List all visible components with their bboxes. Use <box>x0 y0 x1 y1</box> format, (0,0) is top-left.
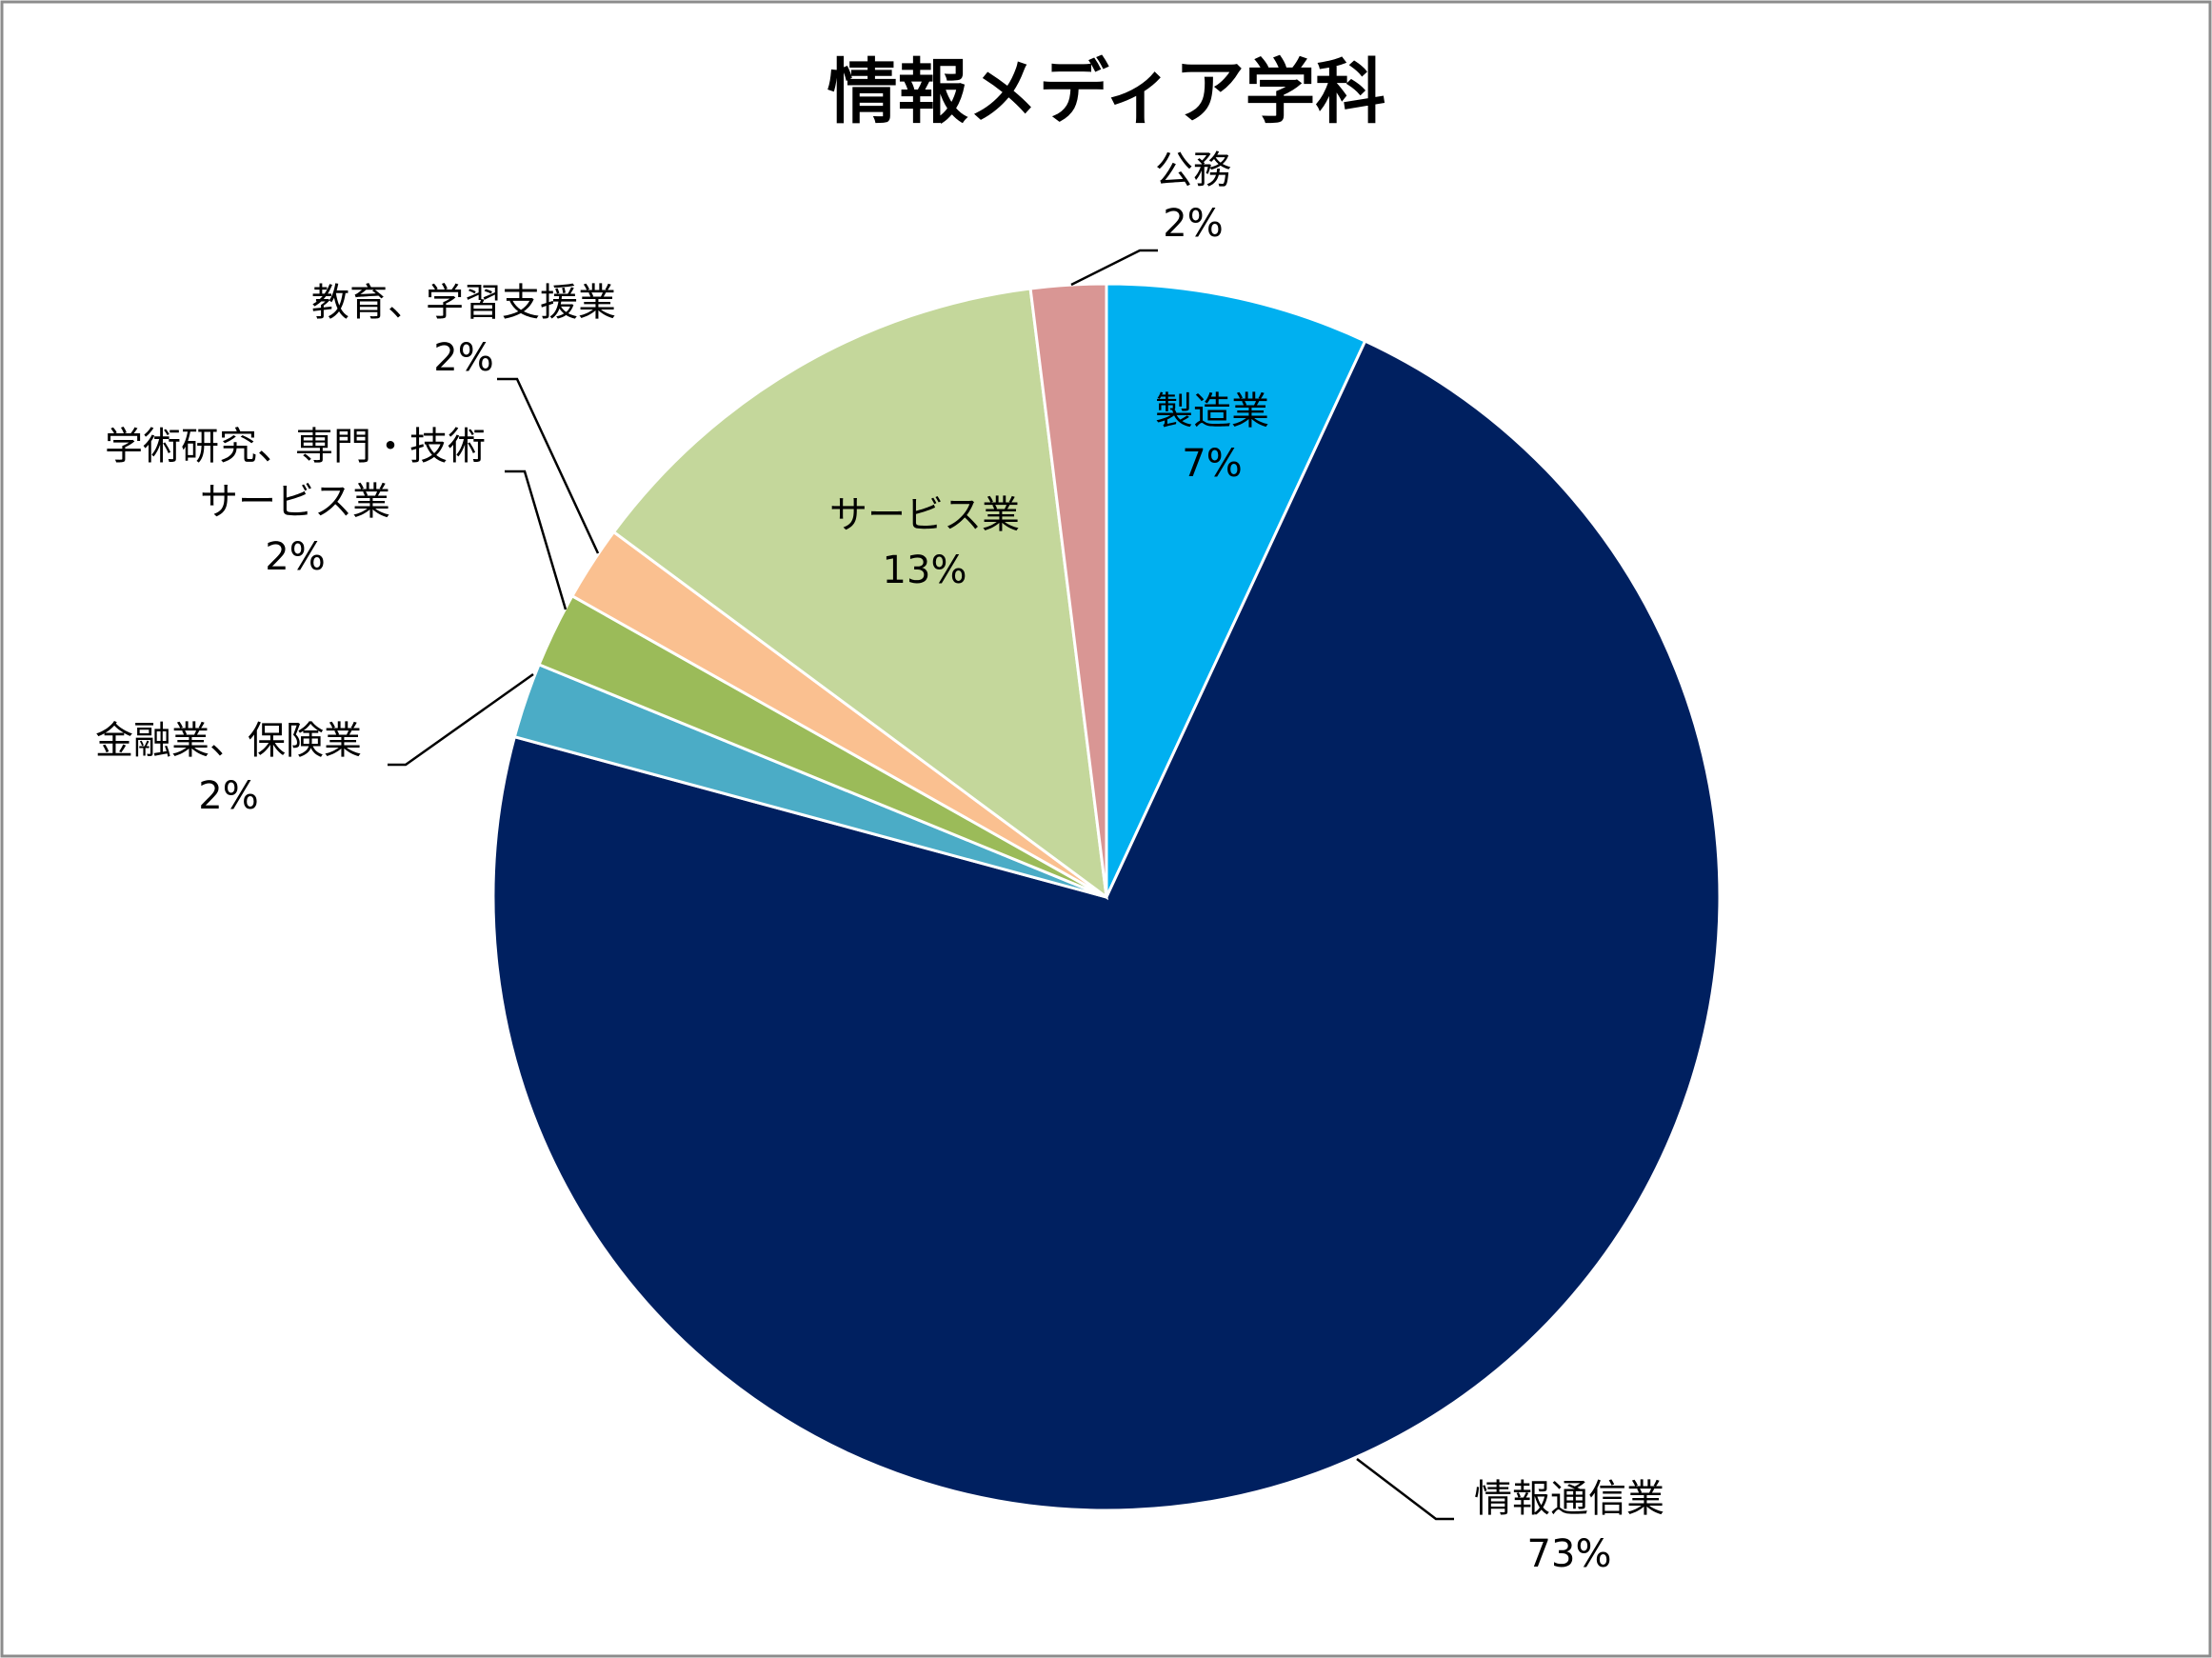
data-label-category: 公務 <box>1155 149 1231 192</box>
data-label-public-service: 公務 2% <box>1155 149 1231 246</box>
chart-title: 情報メディア学科 <box>827 51 1386 133</box>
data-label-category: 情報通信業 <box>1474 1477 1664 1521</box>
data-label-value: 73% <box>1527 1532 1612 1576</box>
leader-lines <box>388 249 1454 1521</box>
data-label-value: 2% <box>1163 202 1223 246</box>
leader-line-education <box>497 377 600 554</box>
data-label-value: 13% <box>883 549 967 592</box>
data-label-category: サービス業 <box>200 480 390 524</box>
data-label-service: サービス業 13% <box>829 493 1020 592</box>
data-label-value: 2% <box>433 336 493 380</box>
data-label-value: 7% <box>1182 442 1242 486</box>
leader-line-finance-insurance <box>388 672 534 767</box>
data-label-value: 2% <box>265 535 325 579</box>
data-label-information-communication: 情報通信業 73% <box>1474 1477 1664 1576</box>
pie-slice-information-communication <box>491 339 1722 1512</box>
slices-layer <box>491 282 1722 1512</box>
pie-slice-manufacturing <box>1105 282 1367 898</box>
data-label-manufacturing: 製造業 7% <box>1155 390 1269 486</box>
data-label-finance-insurance: 金融業、保険業 2% <box>95 719 362 818</box>
leader-line-information-communication <box>1356 1458 1454 1521</box>
pie-slice-public-service <box>1028 282 1108 898</box>
leader-line-public-service <box>1070 249 1158 287</box>
data-label-academic-research: 学術研究、専門・技術サービス業 2% <box>105 425 486 579</box>
leader-line-academic-research <box>505 469 568 610</box>
data-label-education: 教育、学習支援業 2% <box>311 281 616 380</box>
data-labels: 製造業 7%情報通信業 73%金融業、保険業 2%学術研究、専門・技術サービス業 2%教… <box>95 149 1664 1576</box>
data-label-category: 学術研究、専門・技術 <box>105 425 486 469</box>
data-label-category: 教育、学習支援業 <box>311 281 616 325</box>
data-label-category: 金融業、保険業 <box>95 719 362 763</box>
data-label-category: サービス業 <box>829 493 1020 537</box>
data-label-value: 2% <box>198 774 258 818</box>
data-label-category: 製造業 <box>1155 390 1269 433</box>
pie-slice-service <box>611 287 1108 901</box>
